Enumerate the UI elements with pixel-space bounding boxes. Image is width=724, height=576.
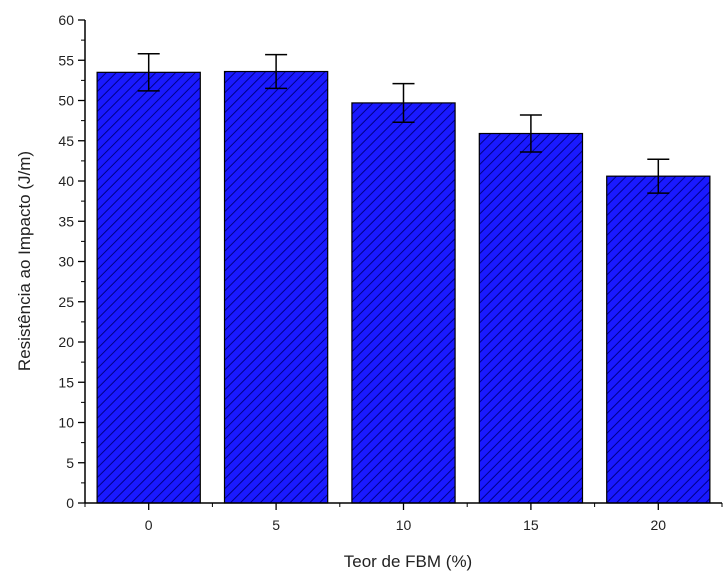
x-tick-label: 5 (272, 517, 280, 533)
y-tick-label: 50 (58, 93, 74, 109)
bar-15 (478, 132, 584, 504)
bar-10 (351, 102, 456, 504)
y-tick-label: 45 (58, 133, 74, 149)
x-tick-label: 15 (523, 517, 539, 533)
y-tick-label: 30 (58, 254, 74, 270)
y-tick-label: 5 (66, 455, 74, 471)
y-tick-label: 40 (58, 173, 74, 189)
x-axis-title: Teor de FBM (%) (344, 552, 472, 571)
y-tick-label: 15 (58, 374, 74, 390)
y-axis-title: Resistência ao Impacto (J/m) (15, 151, 34, 371)
y-tick-label: 20 (58, 334, 74, 350)
y-tick-label: 55 (58, 52, 74, 68)
bar-20 (606, 175, 711, 504)
y-tick-label: 60 (58, 12, 74, 28)
y-tick-label: 10 (58, 415, 74, 431)
x-tick-label: 0 (145, 517, 153, 533)
bar-0 (96, 71, 201, 504)
bar-5 (223, 70, 329, 504)
x-tick-label: 20 (651, 517, 667, 533)
y-tick-label: 35 (58, 213, 74, 229)
plot-area: 0 5 10 15 20 25 30 35 40 45 50 55 60 0 5 10 15 20 (58, 12, 723, 533)
y-tick-label: 25 (58, 294, 74, 310)
y-tick-label: 0 (66, 495, 74, 511)
x-tick-label: 10 (396, 517, 412, 533)
